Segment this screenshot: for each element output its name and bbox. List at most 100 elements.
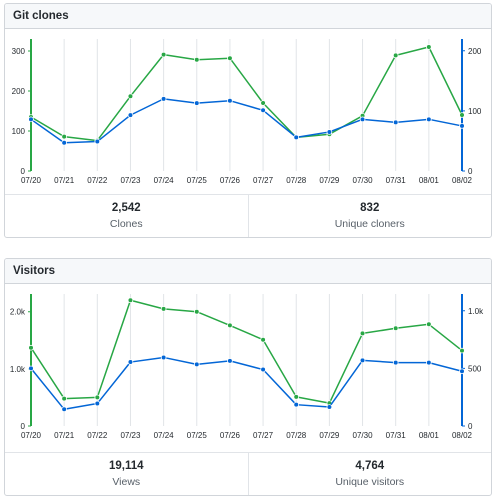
x-tick-label: 07/23 [120,431,141,440]
left-axis-tick-label: 0 [21,422,26,431]
views-stat: 19,114 Views [5,453,248,495]
git-clones-chart: 07/20 07/21 07/22 07/23 07/24 07/25 07/26 07/27… [12,39,482,185]
data-point-right [293,401,300,408]
x-tick-label: 07/30 [353,431,374,440]
x-tick-label: 08/01 [419,431,440,440]
x-tick-label: 07/26 [220,176,241,185]
left-axis-tick-label: 2.0k [10,308,26,317]
unique-cloners-count: 832 [360,202,380,214]
data-point-right [61,139,67,146]
right-axis-tick-label: 0 [468,422,473,431]
data-point-left [160,51,167,58]
data-point-right [359,116,366,123]
left-axis-tick-label: 0 [21,167,26,176]
x-tick-label: 07/30 [353,176,374,185]
left-axis-tick-label: 200 [12,87,26,96]
x-tick-label: 07/28 [286,431,307,440]
data-point-right [459,368,465,375]
data-point-right [28,365,34,372]
right-axis-tick-label: 200 [468,47,482,56]
data-point-left [392,52,399,59]
x-tick-label: 07/24 [154,431,175,440]
data-point-left [160,306,167,312]
data-point-left [28,344,34,351]
clones-count: 2,542 [111,202,141,214]
data-point-right [260,107,266,114]
x-tick-label: 08/02 [452,431,473,440]
x-tick-label: 07/21 [54,431,75,440]
data-point-right [392,119,399,126]
git-clones-panel: Git clones 07/20 07/21 07/22 07/23 07/24 07/2… [4,3,492,238]
data-point-right [193,100,200,106]
data-point-left [260,100,266,106]
visitors-header: Visitors [5,259,491,284]
clones-label: Clones [109,218,143,230]
data-point-right [459,123,465,129]
x-tick-label: 07/28 [286,176,307,185]
data-point-left [227,322,233,329]
data-point-left [94,394,101,401]
left-axis-tick-label: 300 [12,47,26,56]
right-axis-tick-label: 0 [468,167,473,176]
data-point-left [293,394,300,400]
unique-visitors-label: Unique visitors [335,476,405,488]
data-point-right [160,354,167,361]
clones-stat: 2,542 Clones [5,195,248,237]
unique-visitors-stat: 4,764 Unique visitors [247,453,492,495]
grid-lines [30,294,463,426]
data-point-left [426,44,432,50]
data-point-right [127,112,134,118]
series-line-left [30,46,463,142]
x-tick-label: 07/22 [87,431,108,440]
unique-cloners-label: Unique cloners [334,218,405,230]
data-point-left [127,93,134,99]
data-point-left [260,336,266,343]
unique-visitors-count: 4,764 [355,460,385,472]
x-tick-label: 08/01 [419,176,440,185]
data-point-left [459,112,465,118]
git-clones-stats: 2,542 Clones 832 Unique cloners [5,194,491,237]
series-line-right [30,98,463,144]
x-tick-label: 07/26 [220,431,241,440]
data-point-right [359,357,366,364]
left-axis-tick-label: 100 [12,127,26,136]
x-tick-label: 07/23 [120,176,141,185]
series-line-right [30,356,463,411]
data-point-left [193,308,200,315]
data-point-right [94,400,101,407]
right-axis-tick-label: 100 [468,107,482,116]
x-tick-label: 07/25 [187,176,208,185]
visitors-panel: Visitors 07/20 07/21 07/22 07/23 07/24 07/25 0… [4,258,492,496]
right-axis-tick-label: 500 [468,364,482,373]
series-line-left [30,299,463,404]
x-tick-label: 07/27 [253,176,274,185]
x-tick-label: 07/21 [54,176,75,185]
data-point-right [94,138,101,145]
x-tick-label: 07/29 [319,431,340,440]
data-point-right [426,116,432,123]
x-tick-label: 07/27 [253,431,274,440]
data-point-right [326,129,333,135]
data-point-right [227,358,233,364]
x-tick-label: 07/20 [21,176,42,185]
data-point-right [160,96,167,102]
x-tick-label: 07/31 [386,431,407,440]
data-point-left [227,55,233,62]
left-axis-tick-label: 1.0k [10,365,26,374]
data-point-right [127,359,134,365]
views-label: Views [112,476,141,488]
x-tick-label: 07/20 [21,431,42,440]
visitors-chart: 07/20 07/21 07/22 07/23 07/24 07/25 07/26 07/27… [10,294,484,440]
x-tick-label: 07/31 [386,176,407,185]
data-point-left [61,133,67,140]
right-axis-tick-label: 1.0k [468,307,484,316]
x-tick-label: 07/24 [154,176,175,185]
data-point-right [392,359,399,366]
data-point-right [293,134,300,141]
views-count: 19,114 [108,460,144,472]
git-clones-header: Git clones [5,4,491,29]
data-point-right [260,366,266,373]
data-point-right [61,406,67,413]
data-point-left [392,325,399,332]
data-point-left [359,330,366,337]
